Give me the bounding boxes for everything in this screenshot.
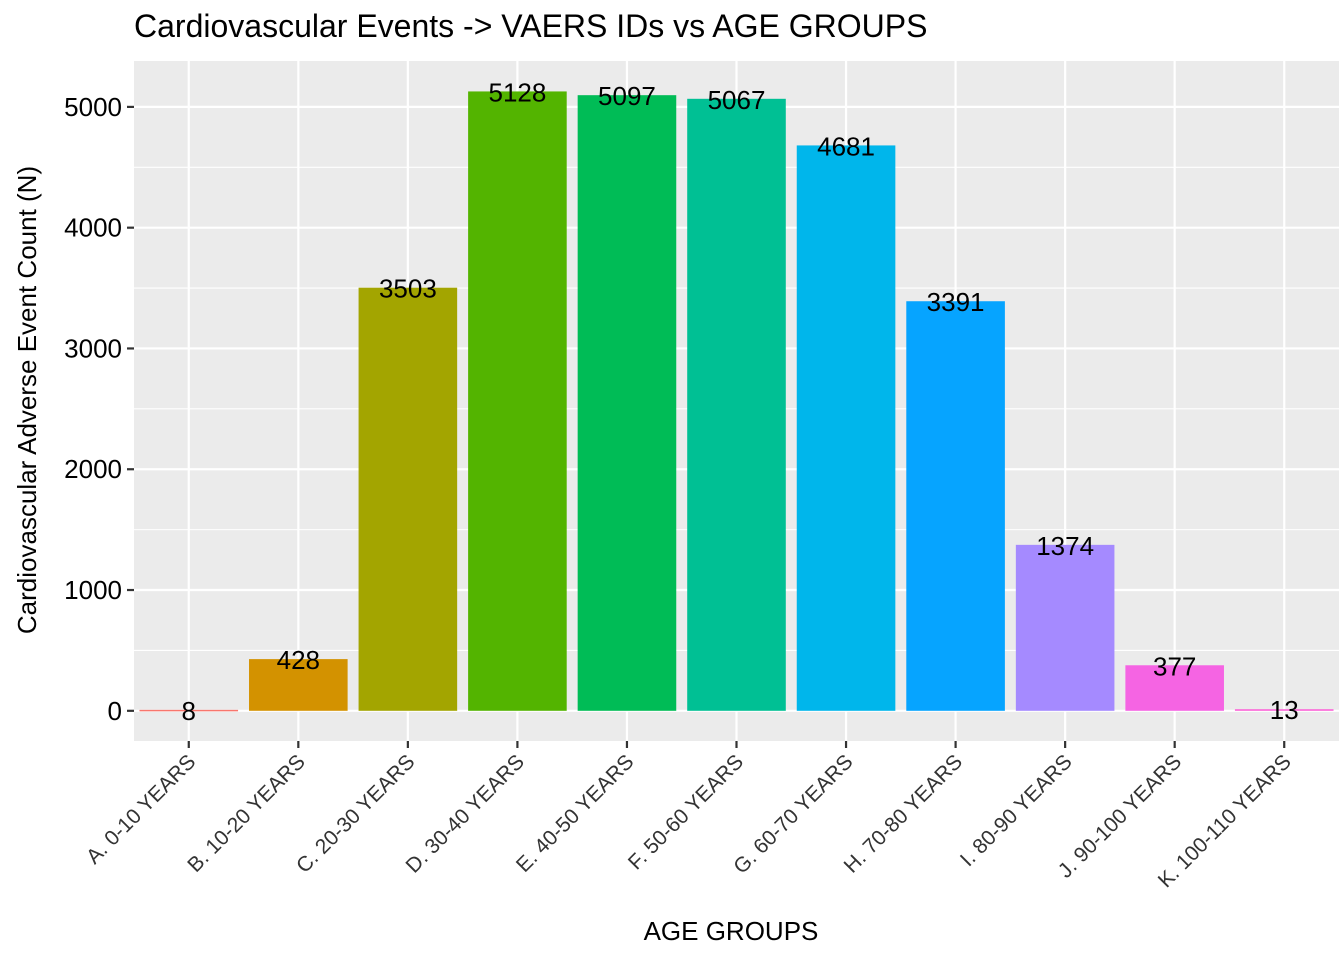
bar — [577, 95, 677, 711]
x-axis-title: AGE GROUPS — [644, 916, 819, 946]
bar-value-label: 428 — [277, 645, 320, 675]
bar-value-label: 3503 — [379, 274, 437, 304]
bar-value-label: 5067 — [708, 85, 766, 115]
x-tick-label: D. 30-40 YEARS — [402, 750, 529, 877]
x-tick-label: E. 40-50 YEARS — [512, 750, 639, 877]
bar-value-label: 8 — [182, 696, 196, 726]
bar-value-label: 5128 — [488, 77, 546, 107]
bars — [139, 91, 1334, 712]
y-tick-label: 0 — [108, 696, 122, 726]
bar — [1125, 665, 1224, 711]
y-tick-label: 3000 — [64, 333, 122, 363]
bar — [358, 287, 458, 711]
bar-value-labels: 8 428 3503 5128 5097 5067 4681 3391 1374 377 13 — [182, 77, 1299, 725]
bar — [249, 659, 348, 711]
bar-value-label: 5097 — [598, 81, 656, 111]
y-tick-label: 2000 — [64, 454, 122, 484]
x-tick-label: C. 20-30 YEARS — [292, 750, 419, 877]
bar-value-label: 3391 — [927, 287, 985, 317]
x-tick-label: H. 70-80 YEARS — [840, 750, 967, 877]
y-tick-label: 4000 — [64, 213, 122, 243]
x-tick-label: G. 60-70 YEARS — [729, 750, 857, 878]
y-tick-label: 1000 — [64, 575, 122, 605]
y-tick-label: 5000 — [64, 92, 122, 122]
bar — [1015, 544, 1115, 711]
chart-title: Cardiovascular Events -> VAERS IDs vs AG… — [134, 8, 928, 44]
x-tick-label: A. 0-10 YEARS — [82, 750, 200, 868]
bar-value-label: 13 — [1270, 695, 1299, 725]
bar-value-label: 4681 — [817, 131, 875, 161]
y-axis-title: Cardiovascular Adverse Event Count (N) — [12, 166, 42, 634]
bar — [1234, 709, 1334, 711]
x-tick-label: F. 50-60 YEARS — [624, 750, 748, 874]
bar — [139, 709, 239, 712]
bar — [906, 301, 1005, 711]
x-tick-label: B. 10-20 YEARS — [183, 750, 310, 877]
x-tick-label: I. 80-90 YEARS — [956, 750, 1077, 871]
y-axis: 0 1000 2000 3000 4000 5000 — [64, 92, 134, 726]
bar — [687, 98, 786, 711]
bar-value-label: 1374 — [1036, 531, 1094, 561]
bar — [468, 91, 567, 711]
bar — [796, 145, 896, 711]
bar-value-label: 377 — [1153, 651, 1196, 681]
